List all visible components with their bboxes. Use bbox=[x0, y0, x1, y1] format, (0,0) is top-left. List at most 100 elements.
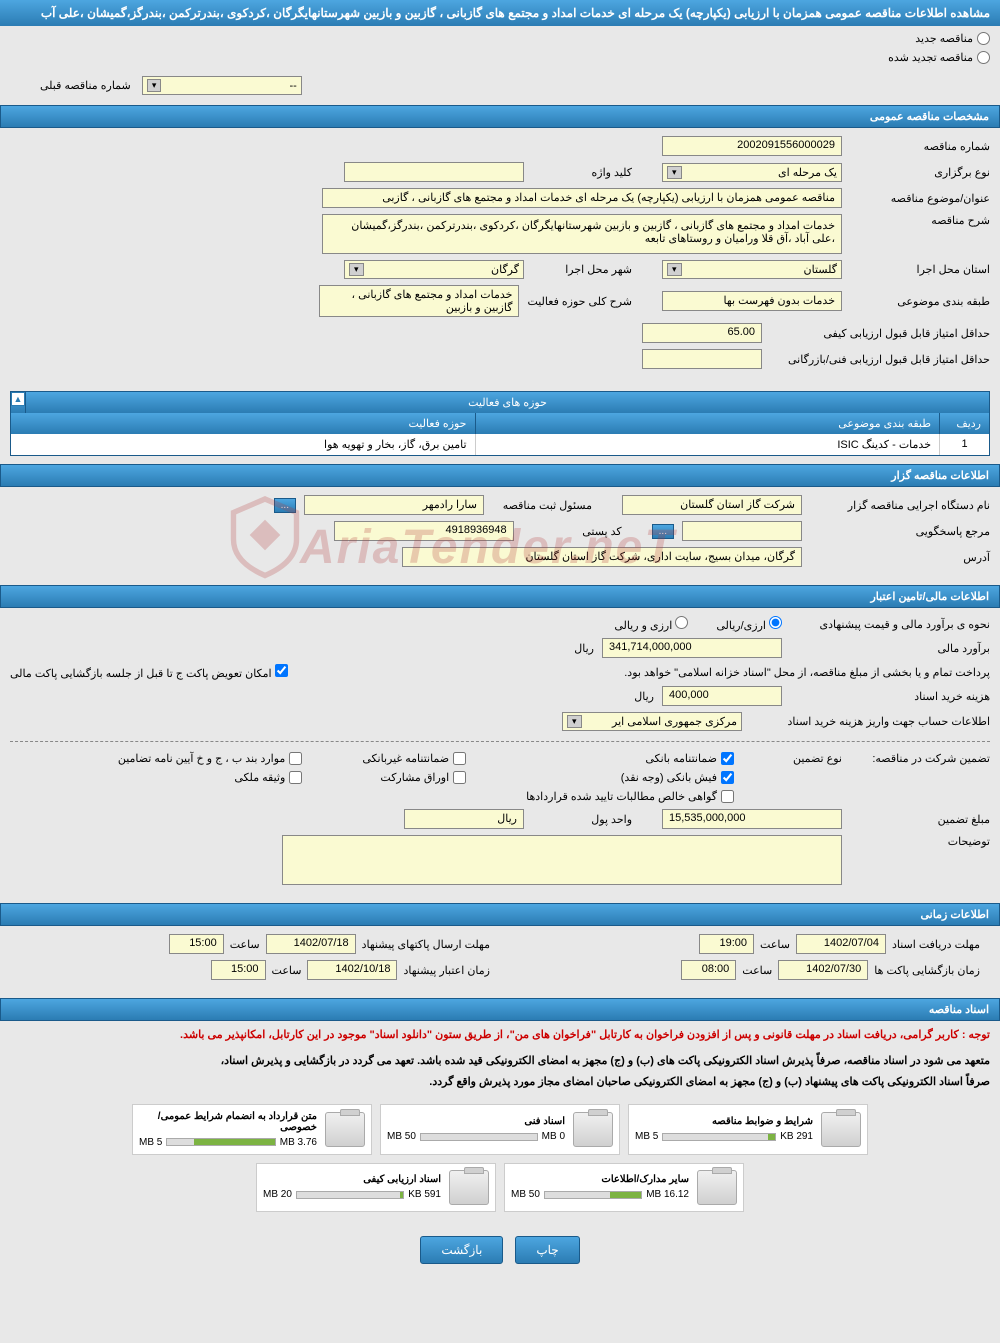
page-title-bar: مشاهده اطلاعات مناقصه عمومی همزمان با ار… bbox=[0, 0, 1000, 26]
estimate-type-label: نحوه ی برآورد مالی و قیمت پیشنهادی bbox=[790, 618, 990, 631]
radio-new-label: مناقصه جدید bbox=[915, 32, 973, 45]
province-label: استان محل اجرا bbox=[850, 263, 990, 276]
cb-bank[interactable]: ضمانتنامه بانکی bbox=[526, 752, 734, 765]
receive-date: 1402/07/04 bbox=[796, 934, 886, 954]
doc-box[interactable]: اسناد ارزیابی کیفی 591 KB 20 MB bbox=[256, 1163, 496, 1212]
doc-bar-track bbox=[544, 1191, 642, 1199]
exec-name-label: نام دستگاه اجرایی مناقصه گزار bbox=[810, 499, 990, 512]
account-label: اطلاعات حساب جهت واریز هزینه خرید اسناد bbox=[750, 715, 990, 728]
doc-used: 0 MB bbox=[542, 1131, 565, 1142]
cb-bonds[interactable]: اوراق مشارکت bbox=[362, 771, 466, 784]
postal-label: کد پستی bbox=[522, 525, 622, 538]
doc-used: 16.12 MB bbox=[646, 1189, 689, 1200]
doc-box[interactable]: سایر مدارک/اطلاعات 16.12 MB 50 MB bbox=[504, 1163, 744, 1212]
doc-box[interactable]: متن قرارداد به انضمام شرایط عمومی/خصوصی … bbox=[132, 1104, 372, 1155]
activity-table-title: حوزه های فعالیت bbox=[25, 392, 989, 413]
doc-bar-track bbox=[420, 1133, 538, 1141]
prev-tender-select[interactable]: -- ▾ bbox=[142, 76, 302, 95]
chevron-down-icon: ▾ bbox=[147, 79, 162, 92]
doc-bar-track bbox=[662, 1133, 776, 1141]
chevron-down-icon: ▾ bbox=[667, 166, 682, 179]
print-button[interactable]: چاپ bbox=[515, 1236, 579, 1264]
doc-title: شرایط و ضوابط مناقصه bbox=[635, 1116, 813, 1127]
keyword-label: کلید واژه bbox=[532, 166, 632, 179]
radio-renewed-input[interactable] bbox=[977, 51, 990, 64]
keyword-field[interactable] bbox=[344, 162, 524, 182]
registrar-detail-btn[interactable]: ... bbox=[274, 498, 296, 513]
folder-icon bbox=[325, 1112, 365, 1147]
doc-box[interactable]: اسناد فنی 0 MB 50 MB bbox=[380, 1104, 620, 1155]
chevron-down-icon: ▾ bbox=[349, 263, 364, 276]
account-select[interactable]: مرکزی جمهوری اسلامی ایر ▾ bbox=[562, 712, 742, 731]
type-value: یک مرحله ای bbox=[778, 166, 837, 179]
doc-title: اسناد فنی bbox=[387, 1116, 565, 1127]
chevron-down-icon: ▾ bbox=[667, 263, 682, 276]
collapse-icon[interactable]: ▲ bbox=[11, 392, 25, 406]
doc-bar-track bbox=[296, 1191, 404, 1199]
min-tech-label: حداقل امتیاز قابل قبول ارزیابی فنی/بازرگ… bbox=[770, 353, 990, 366]
radio-renewed[interactable]: مناقصه تجدید شده bbox=[888, 51, 990, 64]
category-label: طبقه بندی موضوعی bbox=[850, 295, 990, 308]
time-label: ساعت bbox=[230, 938, 260, 951]
cb-nonbank[interactable]: ضمانتنامه غیربانکی bbox=[362, 752, 466, 765]
category-field: خدمات بدون فهرست بها bbox=[662, 291, 842, 311]
notes-label: توضیحات bbox=[850, 835, 990, 848]
province-select[interactable]: گلستان ▾ bbox=[662, 260, 842, 279]
type-label: نوع برگزاری bbox=[850, 166, 990, 179]
type-select[interactable]: یک مرحله ای ▾ bbox=[662, 163, 842, 182]
city-label: شهر محل اجرا bbox=[532, 263, 632, 276]
notes-field bbox=[282, 835, 842, 885]
radio-new[interactable]: مناقصه جدید bbox=[915, 32, 990, 45]
activity-table-row: 1 خدمات - کدینگ ISIC تامین برق، گاز، بخا… bbox=[11, 434, 989, 455]
doc-total: 50 MB bbox=[387, 1131, 416, 1142]
validity-time: 15:00 bbox=[211, 960, 266, 980]
tender-type-radios: مناقصه جدید bbox=[0, 26, 1000, 51]
contact-detail-btn[interactable]: ... bbox=[652, 524, 674, 539]
activity-table-header: حوزه های فعالیت ▲ bbox=[11, 392, 989, 413]
cb-property[interactable]: وثیقه ملکی bbox=[118, 771, 302, 784]
activity-desc-label: شرح کلی حوزه فعالیت bbox=[527, 295, 632, 308]
notice-black2: صرفاً اسناد الکترونیکی پاکت های پیشنهاد … bbox=[0, 1072, 1000, 1094]
city-select[interactable]: گرگان ▾ bbox=[344, 260, 524, 279]
tender-number-field: 2002091556000029 bbox=[662, 136, 842, 156]
swap-checkbox[interactable]: امکان تعویض پاکت ج تا قبل از جلسه بازگشا… bbox=[10, 664, 288, 680]
th-row: ردیف bbox=[939, 413, 989, 434]
contact-field bbox=[682, 521, 802, 541]
doc-fee-field: 400,000 bbox=[662, 686, 782, 706]
description-field: خدمات امداد و مجتمع های گازبانی ، گازبین… bbox=[322, 214, 842, 254]
radio-renewed-label: مناقصه تجدید شده bbox=[888, 51, 973, 64]
th-area: حوزه فعالیت bbox=[11, 413, 475, 434]
estimate-unit: ریال bbox=[574, 642, 594, 655]
activity-desc-field: خدمات امداد و مجتمع های گازبانی ، گازبین… bbox=[319, 285, 519, 317]
doc-total: 20 MB bbox=[263, 1189, 292, 1200]
submit-time: 15:00 bbox=[169, 934, 224, 954]
guarantee-amount-field: 15,535,000,000 bbox=[662, 809, 842, 829]
cb-receivables[interactable]: گواهی خالص مطالبات تایید شده قراردادها bbox=[526, 790, 734, 803]
radio-new-input[interactable] bbox=[977, 32, 990, 45]
section-timing: اطلاعات زمانی bbox=[0, 903, 1000, 926]
open-label: زمان بازگشایی پاکت ها bbox=[874, 964, 980, 977]
td-area: تامین برق، گاز، بخار و تهویه هوا bbox=[11, 434, 475, 455]
back-button[interactable]: بازگشت bbox=[420, 1236, 503, 1264]
doc-total: 50 MB bbox=[511, 1189, 540, 1200]
doc-fee-unit: ریال bbox=[634, 690, 654, 703]
account-value: مرکزی جمهوری اسلامی ایر bbox=[612, 715, 737, 728]
doc-fee-label: هزینه خرید اسناد bbox=[790, 690, 990, 703]
guarantee-type-label: نوع تضمین bbox=[742, 752, 842, 765]
td-row: 1 bbox=[939, 434, 989, 455]
radio-currency-both[interactable]: ارزی و ریالی bbox=[614, 616, 688, 632]
time-label: ساعت bbox=[760, 938, 790, 951]
receive-time: 19:00 bbox=[699, 934, 754, 954]
estimate-label: برآورد مالی bbox=[790, 642, 990, 655]
doc-bar-track bbox=[166, 1138, 275, 1146]
city-value: گرگان bbox=[491, 263, 519, 276]
doc-title: اسناد ارزیابی کیفی bbox=[263, 1174, 441, 1185]
cb-cases[interactable]: موارد بند ب ، ج و خ آیین نامه تضامین bbox=[118, 752, 302, 765]
address-label: آدرس bbox=[810, 551, 990, 564]
radio-currency-rial[interactable]: ارزی/ریالی bbox=[716, 616, 782, 632]
tender-number-label: شماره مناقصه bbox=[850, 140, 990, 153]
notice-black1: متعهد می شود در اسناد مناقصه، صرفاً پذیر… bbox=[0, 1051, 1000, 1073]
cb-cash[interactable]: فیش بانکی (وجه نقد) bbox=[526, 771, 734, 784]
doc-box[interactable]: شرایط و ضوابط مناقصه 291 KB 5 MB bbox=[628, 1104, 868, 1155]
doc-used: 3.76 MB bbox=[280, 1137, 317, 1148]
